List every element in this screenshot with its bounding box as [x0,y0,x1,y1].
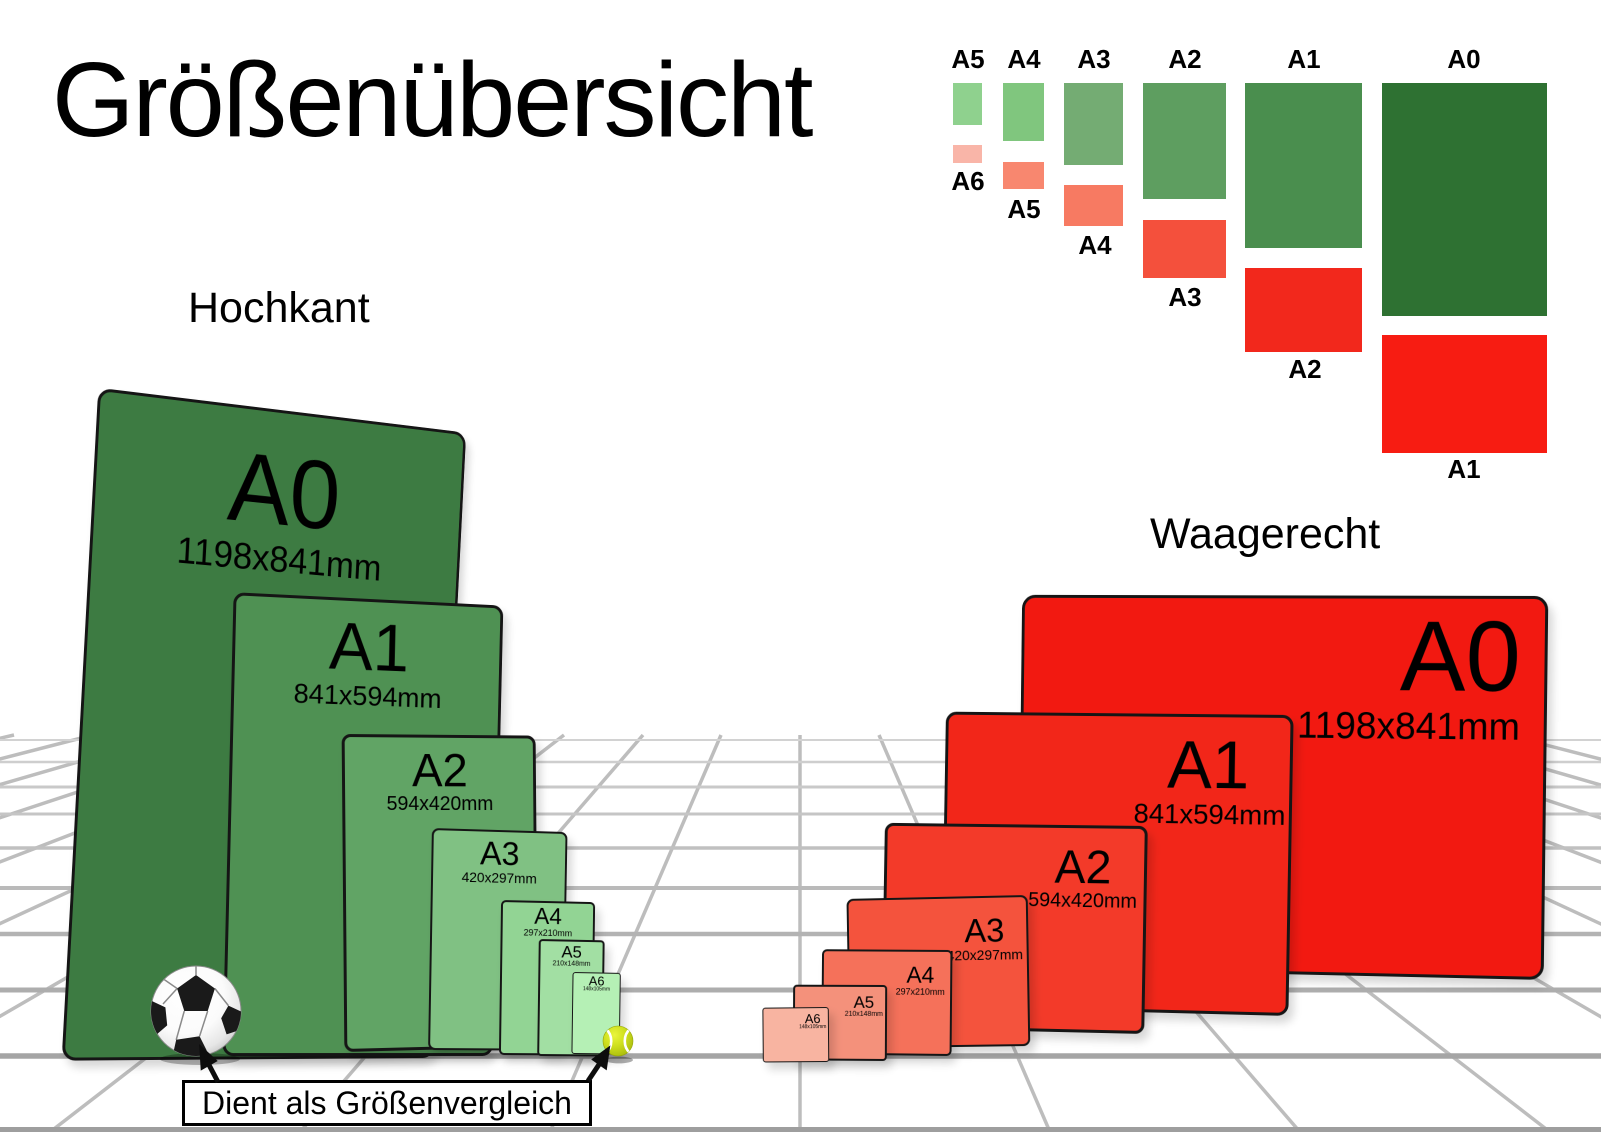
sheet-size-label: A2 [345,746,534,793]
legend-bottom-label: A3 [1168,282,1201,313]
sheet-size-label: A5 [540,943,602,961]
sheet-dims-label: 841x594mm [1133,798,1282,832]
sheet-size-label: A5 [844,994,883,1011]
sheet-dims-label: 297x210mm [893,987,948,998]
legend-portrait-swatch [953,83,982,125]
legend-portrait-swatch [1064,83,1123,165]
landscape-sheet-a6: A6 148x105mm [762,1007,829,1062]
legend-landscape-swatch [1382,335,1547,453]
sheet-dims-label: 1198x841mm [1257,705,1521,751]
sheet-size-label: A0 [1257,606,1521,707]
sheet-size-label: A2 [1027,842,1139,890]
legend-top-label: A5 [951,44,984,75]
infographic-canvas: Größenübersicht Hochkant Waagerecht A5 A… [0,0,1601,1132]
sheet-dims-label: 297x210mm [503,927,593,939]
legend-bottom-label: A1 [1447,454,1480,485]
legend-portrait-swatch [1003,83,1044,141]
legend-landscape-swatch [1064,185,1123,226]
sheet-dims-label: 594x420mm [345,793,533,816]
portrait-section-label: Hochkant [188,284,370,333]
legend-landscape-swatch [1003,162,1044,189]
sheet-size-label: A1 [1134,730,1284,800]
legend-bottom-label: A5 [1007,194,1040,225]
tennis-ball-icon [599,1024,637,1064]
sheet-size-label: A3 [946,913,1023,947]
legend-portrait-swatch [1245,83,1362,248]
sheet-size-label: A4 [893,964,948,987]
legend-top-label: A1 [1287,44,1320,75]
legend-landscape-swatch [1143,220,1226,278]
sheet-dims-label: 420x297mm [433,868,565,887]
sheet-dims-label: 148x105mm [799,1025,827,1031]
legend-top-label: A0 [1447,44,1480,75]
sheet-size-label: A1 [235,607,501,686]
page-title: Größenübersicht [52,40,811,161]
landscape-section-label: Waagerecht [1150,510,1380,559]
legend-top-label: A4 [1007,44,1040,75]
legend-landscape-swatch [953,145,982,163]
legend-portrait-swatch [1143,83,1226,199]
legend-portrait-swatch [1382,83,1547,316]
soccer-ball-icon [150,964,246,1066]
caption-box: Dient als Größenvergleich [182,1080,592,1126]
legend-bottom-label: A2 [1288,354,1321,385]
legend-landscape-swatch [1245,268,1362,352]
sheet-size-label: A4 [503,904,593,929]
legend-bottom-label: A6 [951,166,984,197]
sheet-dims-label: 210x148mm [540,960,602,969]
sheet-dims-label: 420x297mm [946,946,1023,963]
caption-label: Dient als Größenvergleich [202,1085,572,1121]
legend-top-label: A2 [1168,44,1201,75]
sheet-dims-label: 210x148mm [844,1011,883,1019]
sheet-dims-label: 148x105mm [573,987,619,994]
sheet-dims-label: 594x420mm [1027,889,1139,914]
legend-bottom-label: A4 [1078,230,1111,261]
legend-top-label: A3 [1077,44,1110,75]
sheet-size-label: A3 [433,835,565,871]
